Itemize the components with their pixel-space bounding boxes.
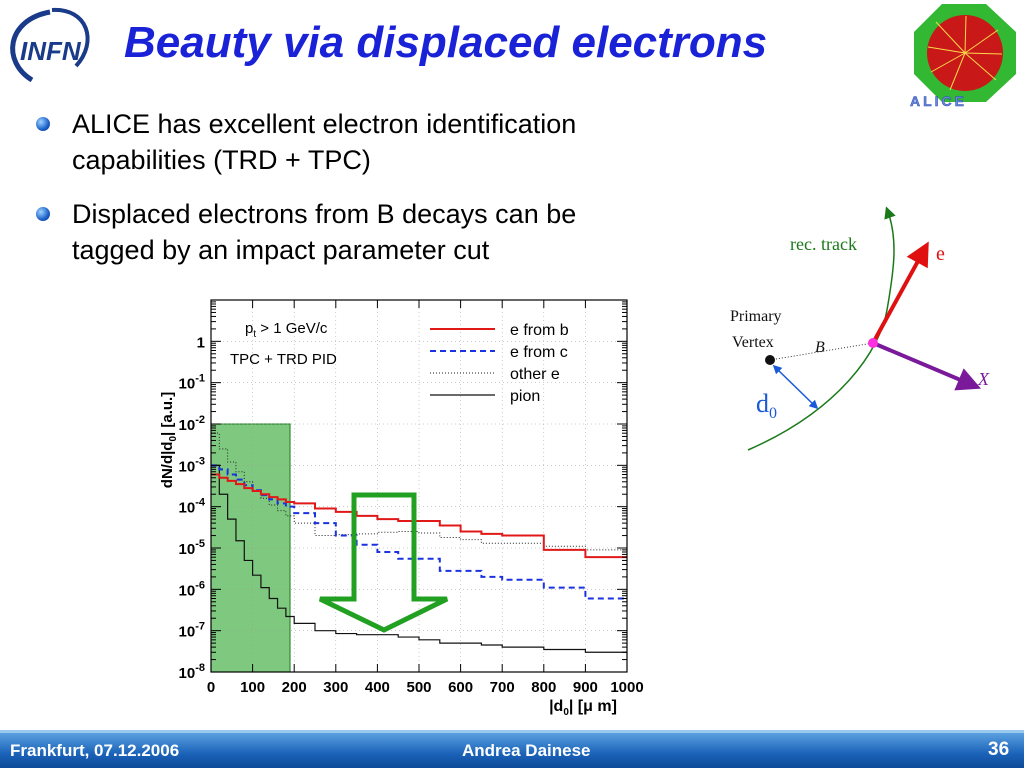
- legend-label: e from b: [510, 322, 569, 339]
- series-other-e: [211, 432, 627, 551]
- alice-logo-tracks: [927, 15, 1003, 91]
- x-label: X: [977, 369, 990, 389]
- legend-label: e from c: [510, 344, 568, 361]
- decay-diagram: rec. track e Primary Vertex B X d0: [730, 206, 990, 451]
- electron-label: e: [936, 243, 945, 265]
- x-tick-label: 400: [365, 679, 390, 696]
- x-tick-label: 100: [240, 679, 265, 696]
- d0-label: d0: [756, 389, 777, 422]
- x-tick-label: 1000: [610, 679, 643, 696]
- x-track: [872, 341, 982, 391]
- series-pion: [211, 464, 627, 653]
- infn-logo-swoosh-inner: [51, 7, 90, 68]
- y-tick-label: 10-6: [179, 579, 205, 599]
- primary-vertex: [765, 355, 775, 365]
- footer-bar: [0, 733, 1024, 768]
- footer-highlight: [0, 730, 1024, 733]
- bullet-1: ALICE has excellent electron identificat…: [36, 106, 726, 186]
- legend-label: other e: [510, 366, 560, 383]
- x-tick-label: 0: [207, 679, 215, 696]
- series-e-from-c: [211, 464, 627, 600]
- y-tick-label: 10-8: [179, 662, 205, 682]
- infn-logo-swoosh-outer: [10, 9, 51, 83]
- y-axis-label: dN/d|d0| [a.u.]: [159, 392, 179, 488]
- footer-page-number: 36: [988, 739, 1010, 760]
- y-tick-label: 10-5: [179, 538, 205, 558]
- x-tick-label: 300: [323, 679, 348, 696]
- impact-parameter-chart: 0 100 200 300 400 500 600 700 800 900 1000 1 10-1 10…: [159, 299, 644, 718]
- vertex-label-2: Vertex: [732, 334, 774, 351]
- electron-track: [871, 241, 929, 344]
- d0-arrow: [772, 364, 819, 410]
- b-decay-vertex: [868, 338, 878, 348]
- x-tick-label: 500: [406, 679, 431, 696]
- infn-logo: INFN: [10, 7, 90, 83]
- x-tick-label: 900: [573, 679, 598, 696]
- x-tick-label: 800: [531, 679, 556, 696]
- y-tick-label: 1: [197, 334, 205, 351]
- y-tick-label: 10-7: [179, 621, 205, 641]
- bullet-2: Displaced electrons from B decays can be…: [36, 196, 726, 276]
- annotation-pid: TPC + TRD PID: [230, 351, 337, 368]
- bullet-1-line-1: ALICE has excellent electron identificat…: [72, 109, 577, 139]
- x-tick-label: 200: [282, 679, 307, 696]
- series-e-from-b: [211, 473, 627, 559]
- y-tick-label: 10-2: [179, 414, 205, 434]
- y-tick-label: 10-3: [179, 455, 205, 475]
- bullet-2-line-1: Displaced electrons from B decays can be: [72, 199, 577, 229]
- x-tick-label: 700: [490, 679, 515, 696]
- x-axis-label: |d0| [μ m]: [549, 698, 617, 718]
- annotation-pt: pt > 1 GeV/c: [245, 320, 328, 340]
- vertex-label-1: Primary: [730, 308, 782, 325]
- legend: e from b e from c other e pion: [430, 322, 569, 405]
- y-tick-label: 10-4: [179, 497, 206, 517]
- bullet-2-line-2: tagged by an impact parameter cut: [72, 235, 490, 265]
- footer-location-date: Frankfurt, 07.12.2006: [10, 741, 180, 760]
- bullet-2-marker: [36, 207, 50, 221]
- alice-logo: ALICE: [910, 4, 1016, 108]
- footer-author: Andrea Dainese: [462, 741, 591, 760]
- y-tick-label: 10-1: [179, 373, 205, 393]
- down-arrow: [318, 492, 449, 633]
- bullet-1-line-2: capabilities (TRD + TPC): [72, 145, 371, 175]
- cut-region: [210, 423, 291, 673]
- page-title: Beauty via displaced electrons: [124, 18, 768, 67]
- track-label: rec. track: [790, 234, 857, 254]
- legend-label: pion: [510, 388, 540, 405]
- bullet-1-marker: [36, 117, 50, 131]
- b-label: B: [815, 339, 825, 356]
- alice-logo-text: ALICE: [910, 93, 967, 108]
- infn-logo-text: INFN: [20, 36, 82, 66]
- x-tick-label: 600: [448, 679, 473, 696]
